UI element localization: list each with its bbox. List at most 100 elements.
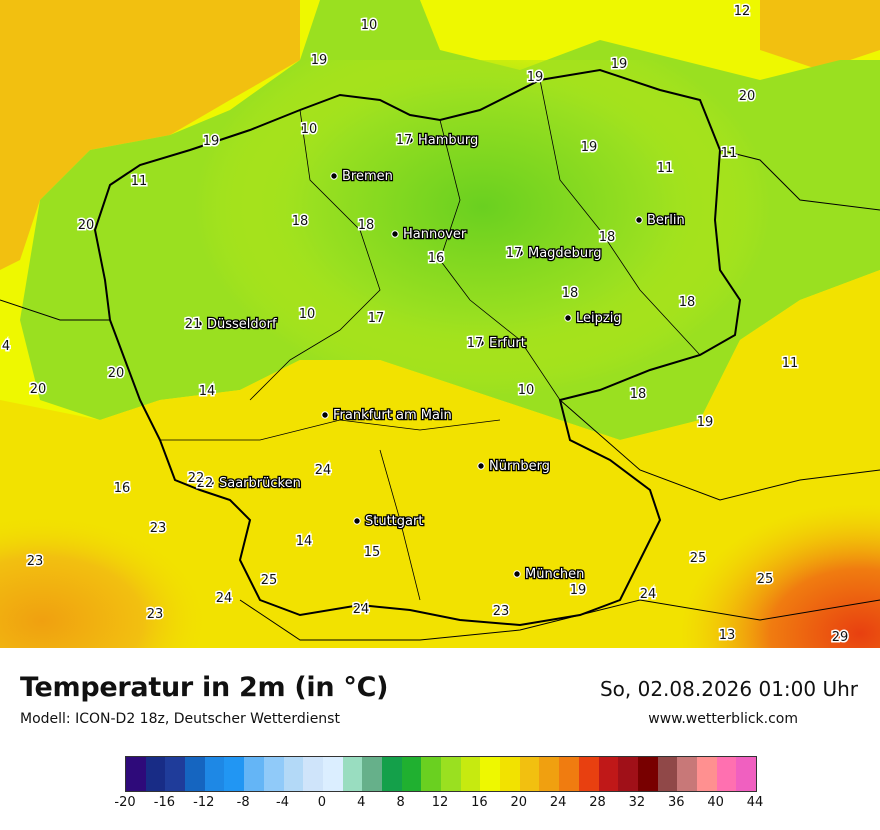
- city-düsseldorf[interactable]: Düsseldorf 21: [183, 316, 278, 334]
- city-label: Erfurt: [489, 336, 526, 351]
- temperature-value: 24: [216, 591, 233, 606]
- temperature-value: 19: [581, 140, 598, 155]
- city-stuttgart[interactable]: Stuttgart: [353, 513, 425, 530]
- legend-swatch: [362, 757, 382, 791]
- temperature-value: 24: [353, 602, 370, 617]
- temperature-value: 29: [832, 630, 849, 645]
- legend-swatch: [696, 757, 717, 791]
- legend-tick-label: 28: [589, 795, 606, 810]
- legend-swatch: [224, 757, 245, 791]
- southeast-warm-zone: [480, 360, 880, 648]
- legend-tick-label: -20: [114, 795, 136, 810]
- city-temperature: 17: [467, 336, 484, 351]
- temperature-value: 19: [611, 57, 628, 72]
- southwest-warm-zone: [0, 380, 420, 648]
- model-source: Modell: ICON-D2 18z, Deutscher Wetterdie…: [20, 711, 340, 727]
- temperature-value: 4: [2, 339, 10, 354]
- legend-tick-label: -16: [153, 795, 175, 810]
- legend-swatch: [204, 757, 225, 791]
- legend-swatch: [322, 757, 343, 791]
- temperature-value: 13: [719, 628, 736, 643]
- temperature-map[interactable]: Hamburg 17 Bremen Hannover Berlin Magdeburg 17…: [0, 0, 880, 648]
- legend-swatch: [303, 757, 323, 791]
- temperature-value: 10: [361, 18, 378, 33]
- legend-swatch: [657, 757, 678, 791]
- temperature-value: 12: [734, 4, 751, 19]
- city-marker: [195, 320, 203, 328]
- legend-tick-label: 8: [396, 795, 405, 810]
- city-marker: [477, 462, 485, 470]
- temperature-value: 20: [108, 366, 125, 381]
- legend-swatch: [421, 757, 441, 791]
- legend-tick-label: 4: [357, 795, 366, 810]
- legend-swatch: [716, 757, 737, 791]
- temperature-value: 10: [518, 383, 535, 398]
- city-hamburg[interactable]: Hamburg 17: [394, 132, 479, 150]
- temperature-value: 23: [493, 604, 510, 619]
- temperature-value: 19: [570, 583, 587, 598]
- legend-swatch: [401, 757, 422, 791]
- legend-swatch: [185, 757, 205, 791]
- temperature-value: 11: [782, 356, 799, 371]
- legend-tick-label: 36: [667, 795, 685, 810]
- temperature-value: 20: [739, 89, 756, 104]
- legend-swatch: [441, 757, 461, 791]
- website-link[interactable]: www.wetterblick.com: [648, 711, 798, 727]
- city-erfurt[interactable]: Erfurt 17: [465, 335, 527, 353]
- city-leipzig[interactable]: Leipzig: [564, 310, 623, 327]
- city-magdeburg[interactable]: Magdeburg 17: [504, 245, 603, 263]
- city-bremen[interactable]: Bremen: [330, 168, 394, 185]
- temperature-value: 19: [203, 134, 220, 149]
- temperature-value: 14: [199, 384, 216, 399]
- legend-swatch: [500, 757, 520, 791]
- city-marker: [353, 517, 361, 525]
- temperature-value: 24: [315, 463, 332, 478]
- state-border-4: [160, 419, 501, 441]
- legend-tick-label: -12: [193, 795, 215, 810]
- state-border-1: [249, 109, 381, 401]
- temperature-value: 15: [364, 545, 381, 560]
- temperature-value: 23: [150, 521, 167, 536]
- temperature-value: 17: [368, 311, 385, 326]
- city-marker: [321, 411, 329, 419]
- city-münchen[interactable]: München: [513, 566, 586, 583]
- legend-tick-label: -4: [276, 795, 289, 810]
- city-hannover[interactable]: Hannover: [391, 226, 468, 243]
- city-nürnberg[interactable]: Nürnberg: [477, 458, 551, 475]
- temperature-value: 18: [679, 295, 696, 310]
- city-saarbrücken[interactable]: Saarbrücken 22: [195, 475, 302, 493]
- legend-swatch: [598, 757, 619, 791]
- legend-swatch: [578, 757, 599, 791]
- legend-swatch: [165, 757, 186, 791]
- temperature-value: 25: [757, 572, 774, 587]
- city-frankfurt-am-main[interactable]: Frankfurt am Main: [321, 407, 453, 424]
- legend-swatch: [126, 757, 146, 791]
- temperature-value: 16: [428, 251, 445, 266]
- country-border-czech: [559, 399, 880, 501]
- temperature-value: 11: [721, 146, 738, 161]
- city-marker: [635, 216, 643, 224]
- city-marker: [564, 314, 572, 322]
- temperature-value: 25: [690, 551, 707, 566]
- temperature-value: 16: [114, 481, 131, 496]
- legend-swatch: [145, 757, 166, 791]
- legend-tick-label: -8: [236, 795, 250, 810]
- city-marker: [516, 249, 524, 257]
- temperature-value: 18: [630, 387, 647, 402]
- temperature-value: 19: [697, 415, 714, 430]
- city-marker: [330, 172, 338, 180]
- city-marker: [477, 339, 485, 347]
- city-marker: [406, 136, 414, 144]
- legend-tick-label: 0: [317, 795, 327, 810]
- city-label: Bremen: [342, 169, 393, 184]
- city-berlin[interactable]: Berlin: [635, 212, 686, 229]
- temperature-value: 14: [296, 534, 313, 549]
- temperature-value: 10: [301, 122, 318, 137]
- city-label: Saarbrücken: [219, 476, 301, 491]
- temperature-value: 19: [311, 53, 328, 68]
- legend-tick-label: 20: [510, 795, 528, 810]
- forecast-datetime: So, 02.08.2026 01:00 Uhr: [599, 677, 858, 701]
- city-label: Hannover: [403, 227, 467, 242]
- temperature-value: 11: [657, 161, 674, 176]
- legend-tick-label: 24: [549, 795, 567, 810]
